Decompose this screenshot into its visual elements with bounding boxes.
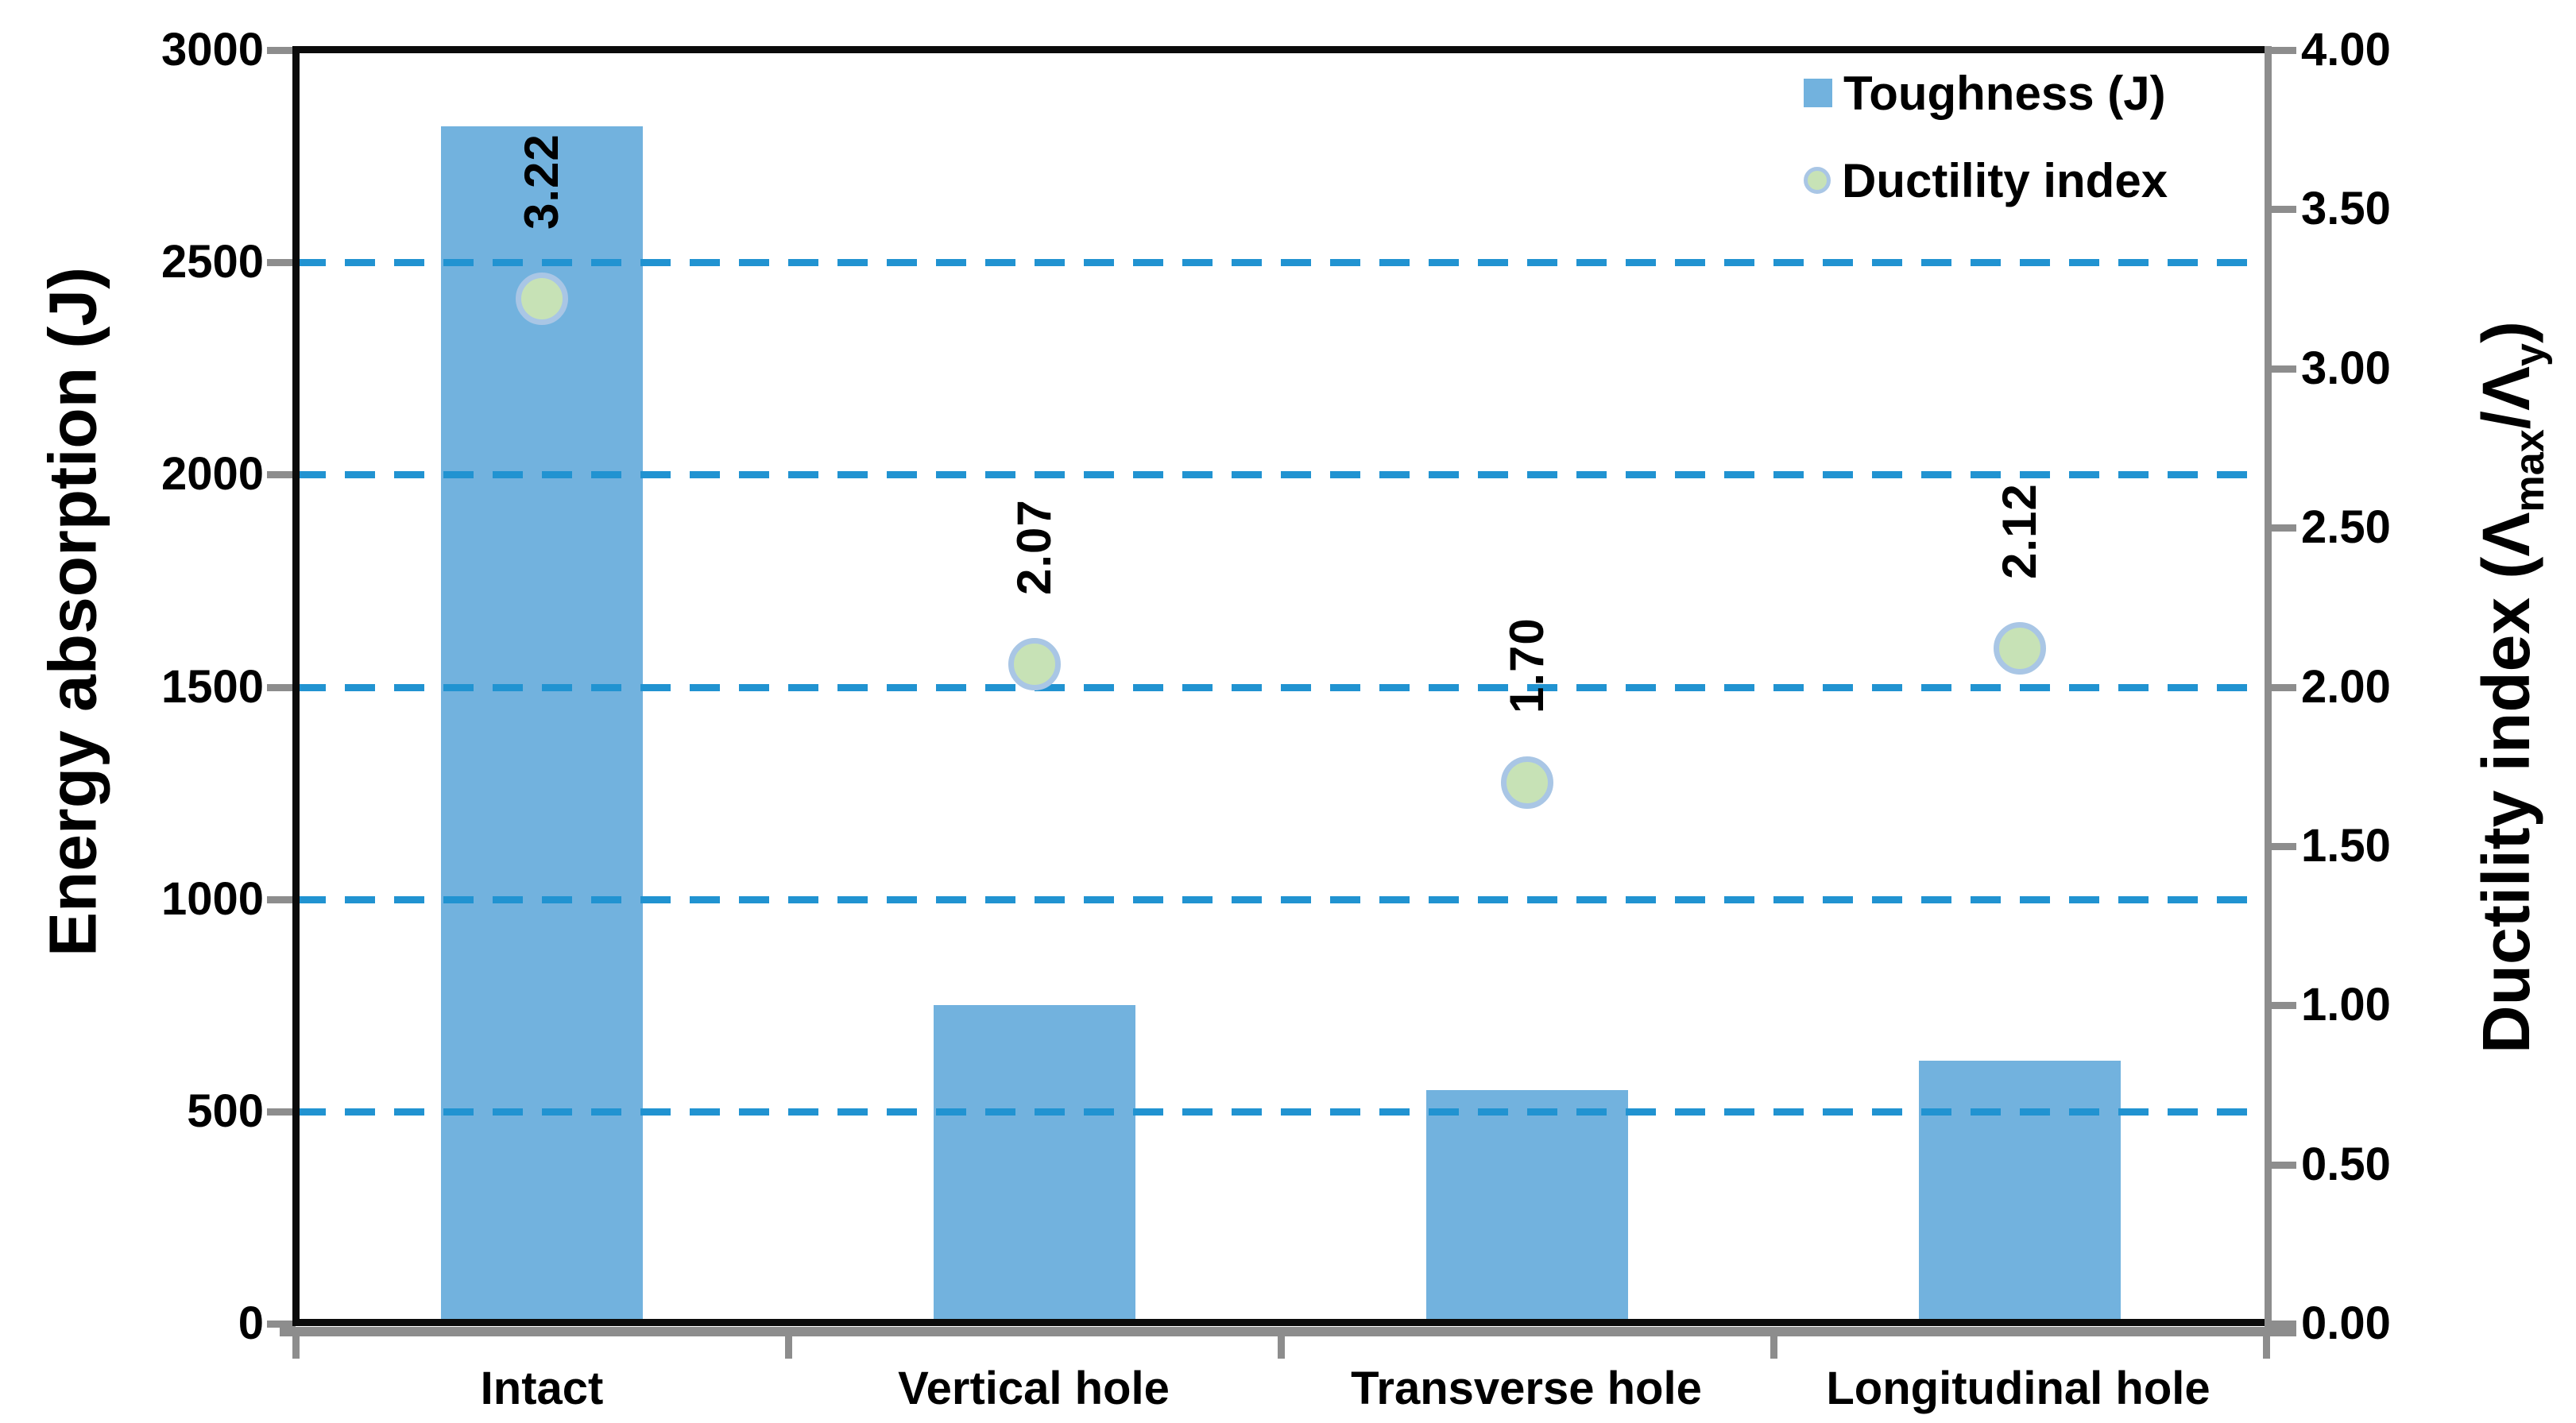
bottom-axis-line <box>292 1319 2266 1326</box>
left-axis-tick-label-500: 500 <box>187 1085 264 1137</box>
right-axis-title-mid: /Λ <box>2469 365 2544 430</box>
right-axis-title: Ductility index (Λmax/Λy) <box>2468 321 2554 1054</box>
gridline-1500 <box>296 683 2266 691</box>
gridline-2500 <box>296 259 2266 267</box>
ductility-marker-3[interactable] <box>1994 622 2046 675</box>
toughness-bar-3[interactable] <box>1919 1060 2121 1324</box>
right-axis-tick-4.00 <box>2266 47 2296 54</box>
left-axis-tick-label-1000: 1000 <box>161 872 264 925</box>
right-axis-tick-label-3.50: 3.50 <box>2301 183 2391 235</box>
right-axis-tick-1.50 <box>2266 842 2296 850</box>
left-axis-tick-2500 <box>267 259 296 267</box>
right-axis-tick-label-3.00: 3.00 <box>2301 342 2391 394</box>
right-axis-tick-0.50 <box>2266 1161 2296 1169</box>
right-axis-tick-label-2.00: 2.00 <box>2301 660 2391 713</box>
ductility-marker-1[interactable] <box>1008 638 1061 691</box>
left-axis-title: Energy absorption (J) <box>35 267 112 957</box>
bottom-axis-tick-4 <box>2263 1330 2270 1359</box>
right-axis-tick-2.50 <box>2266 524 2296 532</box>
ductility-value-label-1: 2.07 <box>1008 499 1061 596</box>
right-axis-tick-label-1.00: 1.00 <box>2301 979 2391 1031</box>
left-axis-tick-label-0: 0 <box>238 1297 264 1349</box>
legend-label-toughness: Toughness (J) <box>1843 66 2166 120</box>
toughness-bar-1[interactable] <box>934 1005 1135 1324</box>
left-axis-tick-3000 <box>267 47 296 54</box>
category-label-vertical-hole: Vertical hole <box>898 1363 1170 1414</box>
ductility-swatch-icon <box>1804 167 1831 194</box>
right-axis-tick-label-4.00: 4.00 <box>2301 24 2391 75</box>
gridline-1000 <box>296 895 2266 903</box>
category-label-intact: Intact <box>480 1363 604 1414</box>
gridline-2000 <box>296 471 2266 479</box>
right-axis-title-sub-y: y <box>2506 342 2553 366</box>
bottom-axis-tick-1 <box>785 1330 792 1359</box>
left-axis-tick-2000 <box>267 471 296 479</box>
right-axis-tick-label-1.50: 1.50 <box>2301 819 2391 872</box>
right-axis-tick-3.00 <box>2266 365 2296 373</box>
ductility-value-label-2: 1.70 <box>1500 617 1553 713</box>
toughness-bar-0[interactable] <box>441 126 643 1324</box>
left-axis-tick-label-2500: 2500 <box>161 236 264 288</box>
right-axis-tick-2.00 <box>2266 683 2296 691</box>
bottom-axis-tick-2 <box>1278 1330 1285 1359</box>
right-axis-tick-label-2.50: 2.50 <box>2301 501 2391 554</box>
bottom-secondary-axis-line <box>280 1327 2296 1336</box>
right-axis-tick-3.50 <box>2266 206 2296 214</box>
left-axis-line <box>292 46 300 1326</box>
category-label-longitudinal-hole: Longitudinal hole <box>1826 1363 2210 1414</box>
legend-label-ductility: Ductility index <box>1842 153 2168 207</box>
bottom-axis-tick-0 <box>292 1330 300 1359</box>
legend-item-ductility[interactable]: Ductility index <box>1804 137 2168 224</box>
right-axis-line <box>2265 46 2272 1336</box>
right-axis-title-sub-max: max <box>2506 429 2553 512</box>
left-axis-tick-label-1500: 1500 <box>161 660 264 713</box>
right-axis-title-prefix: Ductility index (Λ <box>2469 512 2544 1054</box>
legend: Toughness (J) Ductility index <box>1804 49 2168 224</box>
right-axis-title-suffix: ) <box>2469 321 2544 343</box>
left-axis-tick-1000 <box>267 895 296 903</box>
right-axis-tick-label-0.50: 0.50 <box>2301 1138 2391 1190</box>
plot-top-border <box>292 46 2266 53</box>
left-axis-tick-1500 <box>267 683 296 691</box>
left-axis-tick-500 <box>267 1108 296 1116</box>
left-axis-title-text: Energy absorption (J) <box>35 266 110 957</box>
right-axis-tick-0.00 <box>2266 1321 2296 1328</box>
gridline-500 <box>296 1108 2266 1116</box>
toughness-bar-2[interactable] <box>1426 1090 1628 1324</box>
ductility-marker-2[interactable] <box>1501 756 1553 809</box>
ductility-marker-0[interactable] <box>516 272 568 325</box>
legend-item-toughness[interactable]: Toughness (J) <box>1804 49 2168 137</box>
right-axis-tick-label-0.00: 0.00 <box>2301 1297 2391 1349</box>
left-axis-tick-label-2000: 2000 <box>161 448 264 501</box>
ductility-value-label-0: 3.22 <box>515 133 568 230</box>
right-axis-tick-1.00 <box>2266 1002 2296 1010</box>
category-label-transverse-hole: Transverse hole <box>1351 1363 1702 1414</box>
ductility-value-label-3: 2.12 <box>1993 483 2046 580</box>
left-axis-tick-0 <box>267 1321 296 1328</box>
left-axis-tick-label-3000: 3000 <box>161 24 264 75</box>
toughness-swatch-icon <box>1804 79 1832 107</box>
bottom-axis-tick-3 <box>1770 1330 1777 1359</box>
